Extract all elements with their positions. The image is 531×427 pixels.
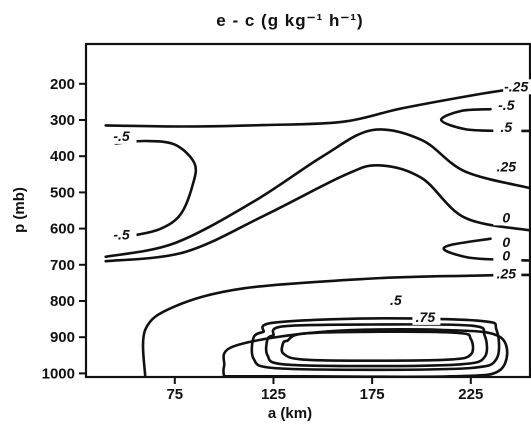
x-ticks: 75 125 175 225 (166, 377, 483, 403)
contour-label: .5 (390, 292, 402, 308)
y-tick-label: 300 (50, 112, 75, 129)
y-ticks: 200 300 400 500 600 700 800 900 1000 (42, 76, 86, 382)
contour-lines (104, 85, 530, 377)
y-tick-label: 900 (50, 329, 75, 346)
y-tick-label: 600 (50, 221, 75, 238)
contour-line (264, 323, 489, 368)
y-tick-label: 500 (50, 184, 75, 201)
x-tick-label: 225 (458, 386, 483, 403)
contour-label: .25 (497, 265, 517, 281)
contour-line (250, 317, 501, 372)
contour-line (104, 163, 530, 263)
y-tick-label: 200 (50, 76, 75, 93)
contour-label-bg (503, 79, 531, 95)
x-tick-label: 75 (166, 386, 183, 403)
contour-line (141, 273, 530, 377)
y-axis-label: p (mb) (11, 187, 28, 233)
contour-label-bg (493, 159, 522, 175)
contour-label: 0 (502, 209, 510, 225)
contour-label-bg (108, 128, 137, 144)
y-tick-label: 700 (50, 257, 75, 274)
contour-label-bg (493, 266, 522, 282)
contour-label-bg (493, 248, 522, 264)
contour-label-bg (108, 227, 137, 243)
x-axis-label: a (km) (268, 405, 312, 422)
contour-label: 0 (502, 247, 510, 263)
contour-label: -.5 (113, 128, 130, 144)
contour-label-bg (493, 234, 522, 250)
y-tick-label: 1000 (42, 365, 75, 382)
y-tick-label: 800 (50, 293, 75, 310)
contour-line (280, 330, 475, 363)
x-tick-label: 125 (261, 386, 286, 403)
contour-label: .25 (497, 159, 517, 175)
contour-label: .5 (500, 119, 512, 135)
plot-frame (84, 42, 531, 379)
contour-line (114, 139, 198, 238)
contour-label: -.25 (504, 78, 528, 94)
contour-label-bg (493, 119, 522, 135)
contour-labels: -.25-.5.5-.5.250-.5 00.25.5.75 (108, 78, 531, 325)
contour-line (222, 328, 509, 377)
contour-label-bg (493, 210, 522, 226)
contour-label-bg (493, 98, 522, 114)
contour-label: 0 (502, 234, 510, 250)
contour-line (104, 85, 530, 128)
contour-line (104, 128, 530, 259)
x-tick-label: 175 (360, 386, 385, 403)
contour-label-bg (382, 292, 411, 308)
chart-title: e - c (g kg⁻¹ h⁻¹) (216, 11, 363, 30)
y-tick-label: 400 (50, 148, 75, 165)
contour-label: .75 (416, 309, 436, 325)
contour-label: -.5 (113, 226, 130, 242)
contour-label-bg (412, 309, 441, 325)
contour-label: -.5 (498, 97, 515, 113)
